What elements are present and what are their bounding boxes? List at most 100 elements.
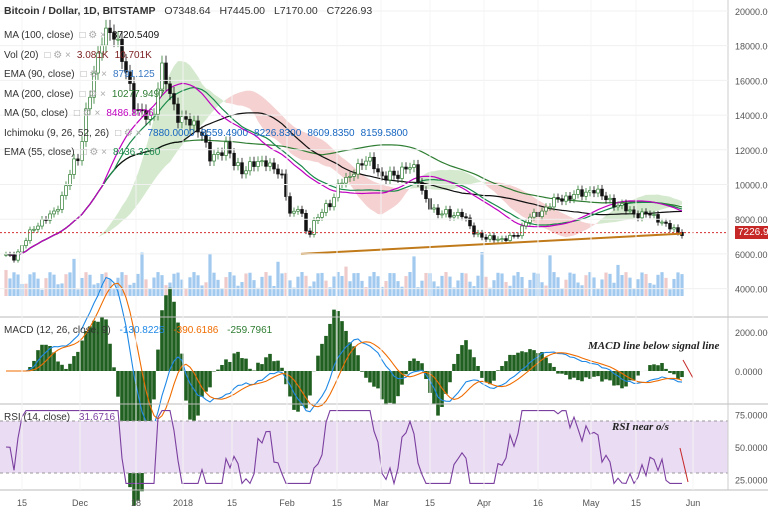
candle <box>376 168 380 173</box>
candle <box>584 191 588 197</box>
study-controls-icon[interactable]: □ ⚙ × <box>115 127 142 139</box>
macd-histogram-bar <box>340 321 344 371</box>
candle <box>192 120 196 126</box>
volume-bar <box>484 276 488 296</box>
volume-bar <box>208 253 212 296</box>
candle <box>436 207 440 215</box>
ichimoku-cloud-segment <box>618 204 622 222</box>
ichimoku-cloud-segment <box>278 111 282 146</box>
study-value: 10277.9497 <box>111 88 165 100</box>
macd-histogram-bar <box>204 371 208 392</box>
study-row[interactable]: MA (50, close) □ ⚙ × 8486.8726 <box>4 108 160 119</box>
volume-bar <box>404 276 408 296</box>
candle <box>96 52 100 74</box>
volume-bar <box>532 272 536 296</box>
macd-histogram-bar <box>652 364 656 371</box>
candle <box>596 188 600 194</box>
study-row[interactable]: MA (100, close) □ ⚙ × 8720.5409 <box>4 30 165 41</box>
volume-bar <box>220 288 224 296</box>
candle <box>228 141 232 154</box>
candle <box>48 213 52 221</box>
x-tick-label: Feb <box>279 498 295 508</box>
candle <box>512 235 516 237</box>
study-controls-icon[interactable]: □ ⚙ × <box>80 147 107 158</box>
candle <box>136 109 140 111</box>
volume-bar <box>612 282 616 296</box>
macd-legend[interactable]: MACD (12, 26, close, 9) -130.8225 -390.6… <box>4 325 278 336</box>
volume-bar <box>328 287 332 296</box>
macd-histogram-bar <box>96 321 100 371</box>
study-row[interactable]: Ichimoku (9, 26, 52, 26) □ ⚙ × 7880.0000 85… <box>4 128 414 139</box>
volume-bar <box>300 272 304 296</box>
candle <box>80 141 84 162</box>
volume-bar <box>228 272 232 296</box>
candle <box>528 216 532 223</box>
study-controls-icon[interactable]: □ ⚙ × <box>80 69 107 80</box>
macd-histogram-bar <box>264 357 268 371</box>
ichimoku-cloud-segment <box>330 146 334 170</box>
volume-bar <box>204 282 208 296</box>
volume-bar <box>16 274 20 296</box>
macd-histogram-bar <box>376 371 380 389</box>
volume-bar <box>620 274 624 296</box>
x-tick-label: 15 <box>332 498 342 508</box>
price-pane[interactable] <box>0 19 728 296</box>
ichimoku-cloud-segment <box>534 197 538 225</box>
volume-bar <box>672 278 676 296</box>
candle <box>320 212 324 218</box>
candle <box>68 174 72 187</box>
study-controls-icon[interactable]: □ ⚙ × <box>73 108 101 119</box>
y-tick-label: 14000.00 <box>735 111 768 121</box>
volume-bar <box>132 282 136 296</box>
volume-bar <box>28 274 32 296</box>
volume-bar <box>472 286 476 296</box>
study-controls-icon[interactable]: □ ⚙ × <box>44 49 71 61</box>
macd-histogram-bar <box>648 365 652 371</box>
candle <box>520 225 524 237</box>
ichimoku-cloud-segment <box>142 147 146 199</box>
candle <box>176 103 180 123</box>
macd-histogram-bar <box>56 361 60 371</box>
ichimoku-cloud-segment <box>486 181 490 189</box>
volume-bar <box>664 277 668 296</box>
ichimoku-cloud-segment <box>526 192 530 221</box>
macd-histogram-bar <box>48 346 52 371</box>
macd-histogram-bar <box>148 371 152 431</box>
candle <box>488 235 492 240</box>
ichimoku-cloud-segment <box>122 200 126 222</box>
ichimoku-cloud-segment <box>98 233 102 238</box>
macd-histogram-bar <box>172 301 176 371</box>
symbol-header[interactable]: Bitcoin / Dollar, 1D, BITSTAMP O7348.64 … <box>4 5 378 17</box>
volume-bar <box>400 286 404 296</box>
signal-value: -390.6186 <box>173 325 219 336</box>
macd-histogram-bar <box>564 371 568 375</box>
macd-histogram-bar <box>400 371 404 385</box>
study-controls-icon[interactable]: □ ⚙ × <box>79 88 106 100</box>
rsi-legend[interactable]: RSI (14, close) 31.6716 <box>4 412 121 423</box>
macd-histogram-bar <box>360 371 364 372</box>
study-row[interactable]: MA (200, close) □ ⚙ × 10277.9497 <box>4 89 171 100</box>
macd-histogram-bar <box>664 368 668 371</box>
macd-histogram-bar <box>200 371 204 397</box>
ichimoku-cloud-segment <box>314 136 318 163</box>
volume-bar <box>548 255 552 296</box>
study-row[interactable]: EMA (90, close) □ ⚙ × 8791.125 <box>4 69 161 80</box>
candle <box>184 116 188 120</box>
ichimoku-cloud-segment <box>650 194 654 214</box>
candle <box>64 185 68 196</box>
x-tick-label: 2018 <box>173 498 193 508</box>
candle <box>272 162 276 170</box>
study-row[interactable]: Vol (20) □ ⚙ × 3.081K 10.701K <box>4 50 158 61</box>
macd-histogram-bar <box>556 371 560 374</box>
macd-histogram-bar <box>680 371 684 378</box>
study-value: 3.081K <box>76 49 109 61</box>
study-controls-icon[interactable]: □ ⚙ × <box>79 30 106 41</box>
ichimoku-cloud-segment <box>646 194 650 215</box>
ichimoku-cloud-segment <box>566 214 570 237</box>
volume-bar <box>592 277 596 296</box>
study-row[interactable]: EMA (55, close) □ ⚙ × 8436.3260 <box>4 147 166 158</box>
candle <box>568 195 572 200</box>
candle <box>484 236 488 240</box>
rsi-pane[interactable]: 25.0000 50.0000 75.0000 <box>0 410 768 486</box>
